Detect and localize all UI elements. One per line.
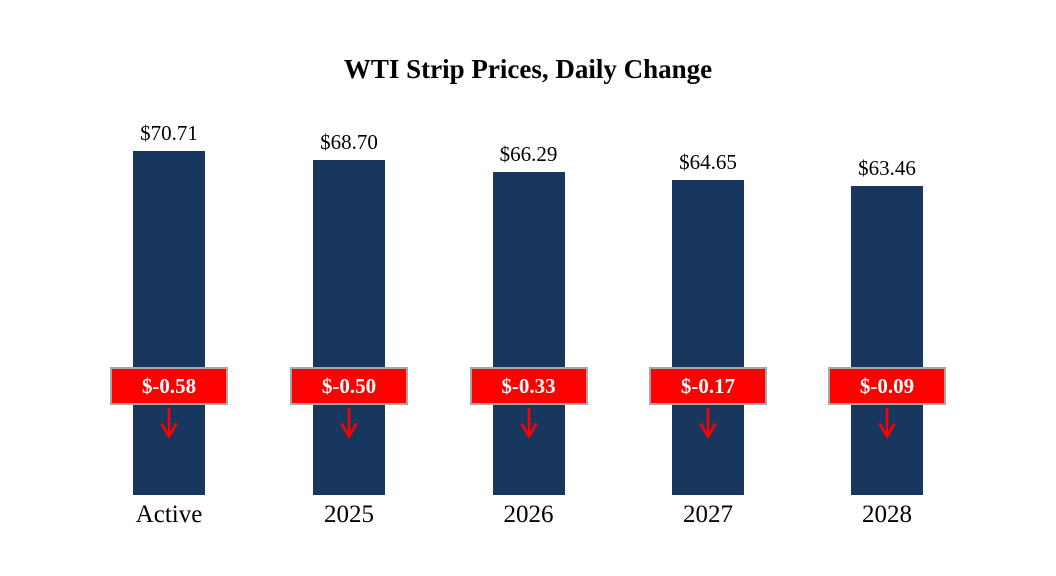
category-label: 2027 xyxy=(683,501,733,528)
price-label: $68.70 xyxy=(320,130,378,154)
price-label: $63.46 xyxy=(858,156,916,180)
category-label: 2025 xyxy=(324,501,374,528)
down-arrow-icon xyxy=(876,407,898,440)
change-badge: $-0.58 xyxy=(110,367,228,405)
down-arrow-icon xyxy=(338,407,360,440)
change-badge: $-0.50 xyxy=(290,367,408,405)
down-arrow-icon xyxy=(697,407,719,440)
category-label: 2026 xyxy=(503,501,554,528)
bar xyxy=(851,186,923,495)
down-arrow-icon xyxy=(158,407,180,440)
bar xyxy=(492,172,565,495)
bar xyxy=(133,151,205,495)
price-label: $70.71 xyxy=(140,121,198,145)
change-badge: $-0.33 xyxy=(469,367,588,405)
down-arrow-icon xyxy=(518,407,540,440)
category-label: 2028 xyxy=(862,501,912,528)
bar xyxy=(313,160,385,495)
bar xyxy=(672,180,744,495)
category-label: Active xyxy=(135,501,203,528)
chart-title: WTI Strip Prices, Daily Change xyxy=(343,54,713,84)
change-badge: $-0.09 xyxy=(828,367,946,405)
price-label: $64.65 xyxy=(679,150,737,174)
change-badge: $-0.17 xyxy=(649,367,767,405)
price-label: $66.29 xyxy=(499,142,558,166)
